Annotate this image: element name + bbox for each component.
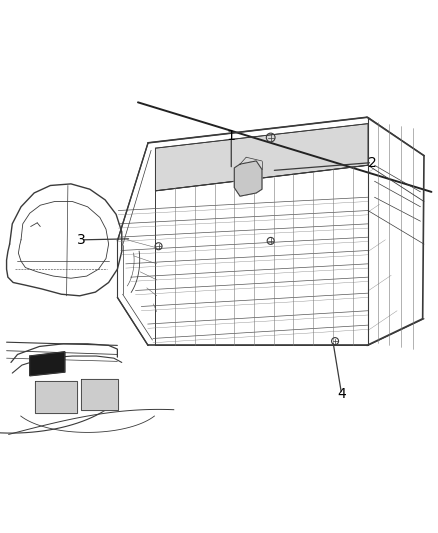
Polygon shape: [234, 161, 262, 196]
Text: 1: 1: [227, 129, 236, 143]
Text: 2: 2: [368, 156, 377, 169]
Polygon shape: [30, 352, 65, 376]
Polygon shape: [35, 381, 77, 413]
Text: 4: 4: [337, 387, 346, 401]
Polygon shape: [81, 379, 118, 410]
Polygon shape: [155, 124, 368, 191]
Text: 3: 3: [77, 233, 85, 247]
